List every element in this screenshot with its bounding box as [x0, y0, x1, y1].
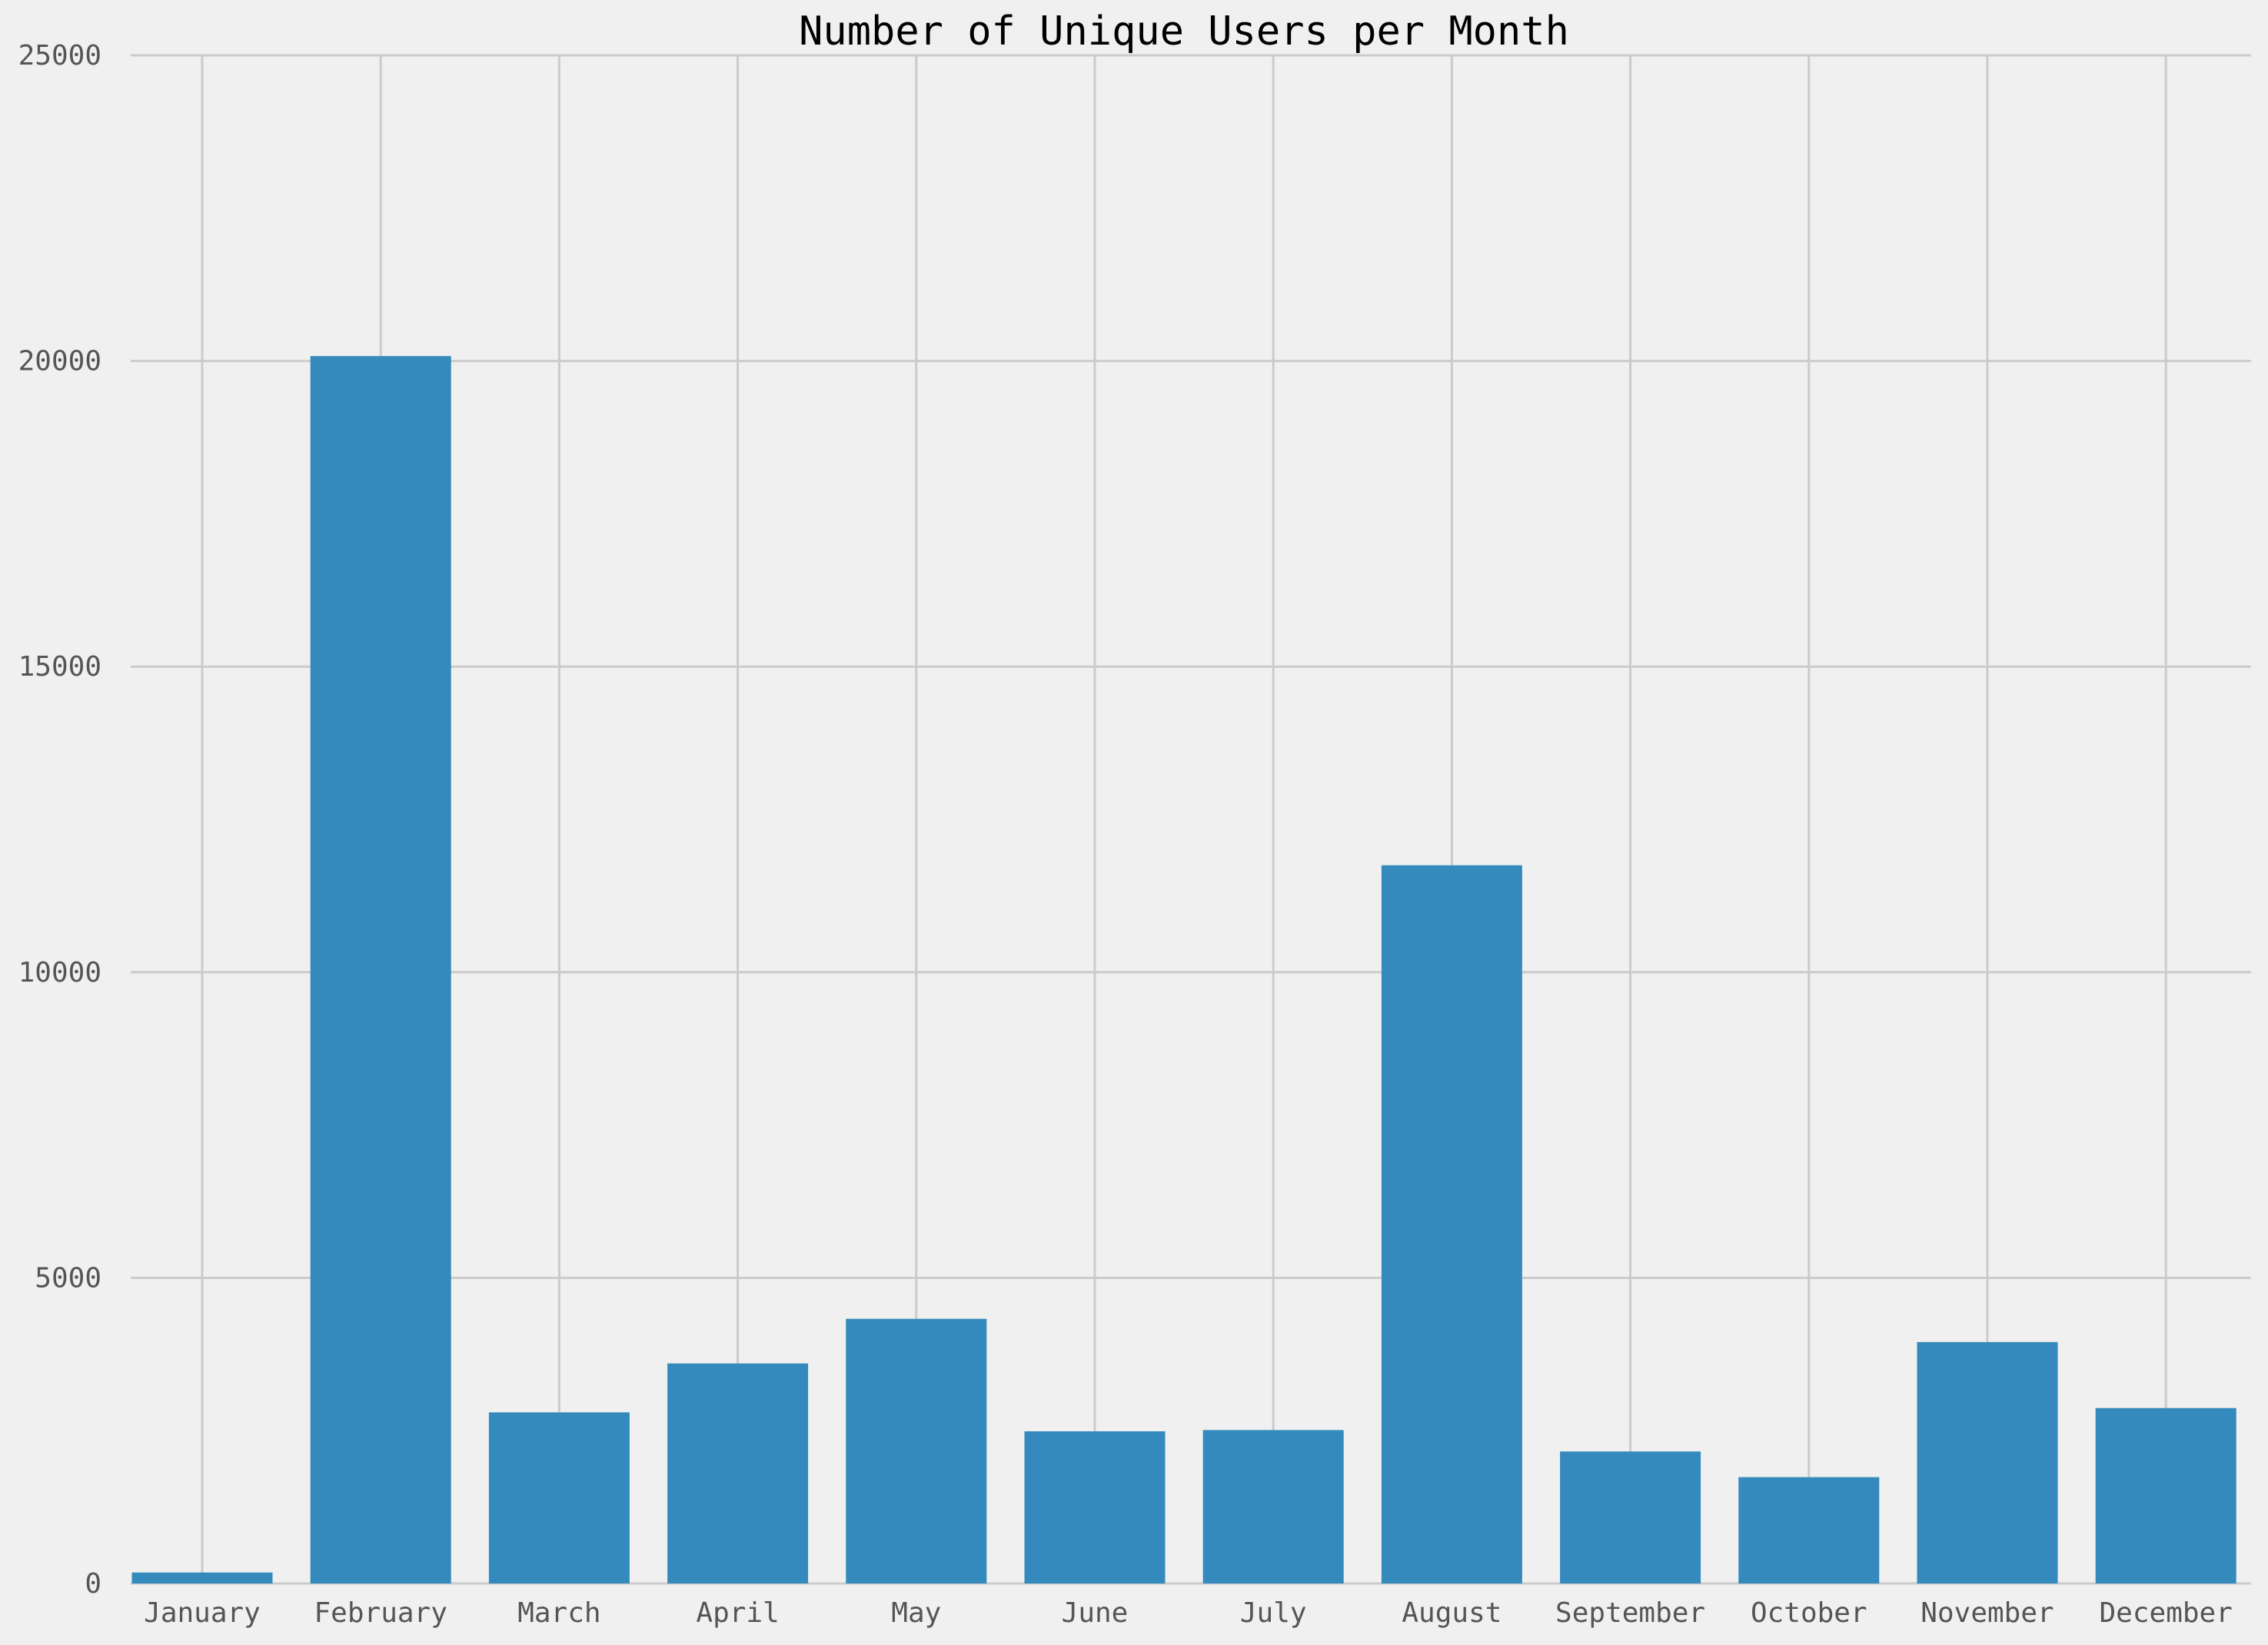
bar-october	[1738, 1477, 1880, 1584]
x-tick-label: July	[1240, 1597, 1307, 1629]
bar-november	[1917, 1341, 2058, 1584]
bars	[131, 356, 2236, 1584]
x-tick-label: April	[696, 1597, 779, 1629]
bar-january	[131, 1572, 273, 1584]
bar-march	[488, 1412, 630, 1584]
bar-july	[1202, 1430, 1344, 1584]
x-tick-label: May	[891, 1597, 941, 1629]
bar-september	[1560, 1451, 1701, 1584]
x-tick-label: September	[1555, 1597, 1705, 1629]
y-tick-label: 15000	[18, 651, 101, 683]
x-tick-label: June	[1062, 1597, 1129, 1629]
y-tick-label: 0	[85, 1568, 101, 1600]
x-tick-label: January	[144, 1597, 261, 1629]
bar-june	[1024, 1431, 1166, 1584]
y-tick-label: 25000	[18, 40, 101, 71]
bar-august	[1381, 865, 1522, 1584]
y-tick-labels: 0 5000 10000 15000 20000 25000	[18, 40, 101, 1600]
y-tick-label: 5000	[35, 1262, 101, 1294]
bar-february	[310, 356, 451, 1584]
chart-title: Number of Unique Users per Month	[799, 8, 1569, 55]
bar-december	[2095, 1407, 2236, 1584]
y-tick-label: 10000	[18, 957, 101, 989]
x-tick-label: August	[1402, 1597, 1501, 1629]
x-tick-label: November	[1920, 1597, 2054, 1629]
x-tick-label: October	[1751, 1597, 1867, 1629]
bar-april	[667, 1363, 809, 1584]
x-tick-label: February	[314, 1597, 447, 1629]
x-tick-label: March	[517, 1597, 600, 1629]
x-tick-labels: January February March April May June July Augu…	[144, 1597, 2233, 1629]
y-tick-label: 20000	[18, 346, 101, 377]
y-gridlines	[131, 54, 2251, 1585]
x-tick-label: December	[2100, 1597, 2233, 1629]
bar-may	[846, 1318, 987, 1584]
